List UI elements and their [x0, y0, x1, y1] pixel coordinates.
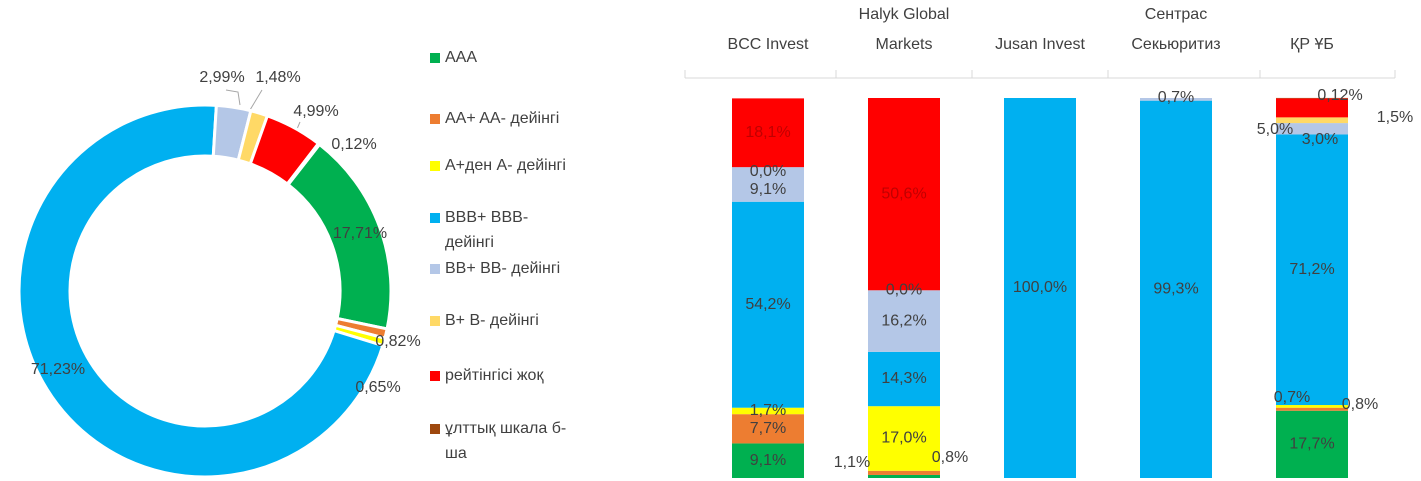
category-axis [684, 70, 1396, 79]
data-label: 1,7% [750, 402, 786, 419]
legend-label: рейтінгісі жоқ [445, 367, 544, 384]
data-label: 3,0% [1302, 131, 1338, 148]
legend-swatch [430, 371, 440, 381]
legend-label: BBB+ BBB- дейінгі [445, 209, 529, 251]
bar-segment [1276, 123, 1348, 135]
x-tick-label: Halyk Global Markets [858, 6, 950, 53]
bar-segment [1276, 407, 1348, 411]
bar-segment [732, 443, 804, 478]
data-label: 99,3% [1153, 281, 1198, 298]
bar-segment [1140, 98, 1212, 101]
legend-swatch [430, 316, 440, 326]
bar-segment [732, 407, 804, 415]
data-label: 1,1% [834, 454, 870, 471]
bar-segment [868, 406, 940, 471]
data-label: 9,1% [750, 452, 786, 469]
bar-segment [732, 98, 804, 168]
bar-segment [868, 98, 940, 291]
bar-segment [1004, 98, 1076, 478]
donut-slice [285, 141, 322, 187]
legend-swatch [430, 53, 440, 63]
data-label: 0,7% [1158, 89, 1194, 106]
legend-swatch [430, 264, 440, 274]
bar-segment [868, 470, 940, 475]
legend-label: A+ден A- дейінгі [445, 157, 566, 174]
bar-segment [1276, 405, 1348, 408]
data-label: 9,1% [750, 181, 786, 198]
data-label: 1,48% [255, 69, 300, 86]
x-tick-label: Jusan Invest [995, 36, 1085, 53]
data-label: 0,8% [1342, 396, 1378, 413]
x-tick-label: ҚР ҰБ [1290, 36, 1334, 53]
bar-segment [732, 167, 804, 202]
bar-segment [732, 201, 804, 408]
data-label: 71,2% [1289, 261, 1334, 278]
data-label: 5,0% [1257, 121, 1293, 138]
bar-segment [1276, 134, 1348, 406]
data-label: 54,2% [745, 296, 790, 313]
legend-label: AA+ AA- дейінгі [445, 110, 560, 127]
legend-swatch [430, 114, 440, 124]
data-label: 18,1% [745, 124, 790, 141]
bar-segment [868, 290, 940, 352]
data-label: 1,5% [1377, 109, 1413, 126]
x-tick-label: Сентрас Секьюритиз [1131, 6, 1221, 53]
data-label: 2,99% [199, 69, 244, 86]
legend-swatch [430, 424, 440, 434]
data-label: 14,3% [881, 370, 926, 387]
data-label: 17,0% [881, 430, 926, 447]
legend-label: AAA [445, 49, 478, 66]
data-label: 7,7% [750, 420, 786, 437]
bar-segment [732, 414, 804, 444]
data-label: 0,0% [750, 163, 786, 180]
data-label: 0,12% [1317, 87, 1362, 104]
legend-label: BB+ BB- дейінгі [445, 260, 561, 277]
leader-line [225, 89, 241, 106]
legend-label: ұлттық шкала б-ша [445, 420, 567, 462]
data-label: 17,71% [333, 225, 387, 242]
data-label: 71,23% [31, 361, 85, 378]
data-label: 0,7% [1274, 389, 1310, 406]
data-label: 50,6% [881, 185, 926, 202]
bar-segment [868, 474, 940, 478]
bar-segment [1276, 117, 1348, 124]
data-label: 100,0% [1013, 279, 1067, 296]
data-label: 4,99% [293, 103, 338, 120]
legend-swatch [430, 213, 440, 223]
data-label: 0,82% [375, 333, 420, 350]
data-label: 16,2% [881, 312, 926, 329]
data-label: 0,65% [355, 379, 400, 396]
bar-segment [1276, 98, 1348, 118]
bar-segment [1276, 410, 1348, 478]
data-label: 0,0% [886, 281, 922, 298]
bar-segment [868, 351, 940, 407]
data-label: 0,8% [932, 449, 968, 466]
x-tick-label: BCC Invest [727, 36, 809, 53]
data-label: 17,7% [1289, 436, 1334, 453]
legend-swatch [430, 161, 440, 171]
legend-label: B+ B- дейінгі [445, 312, 539, 329]
donut-slice [17, 103, 385, 479]
bar-segment [1140, 100, 1212, 478]
data-label: 0,12% [331, 136, 376, 153]
